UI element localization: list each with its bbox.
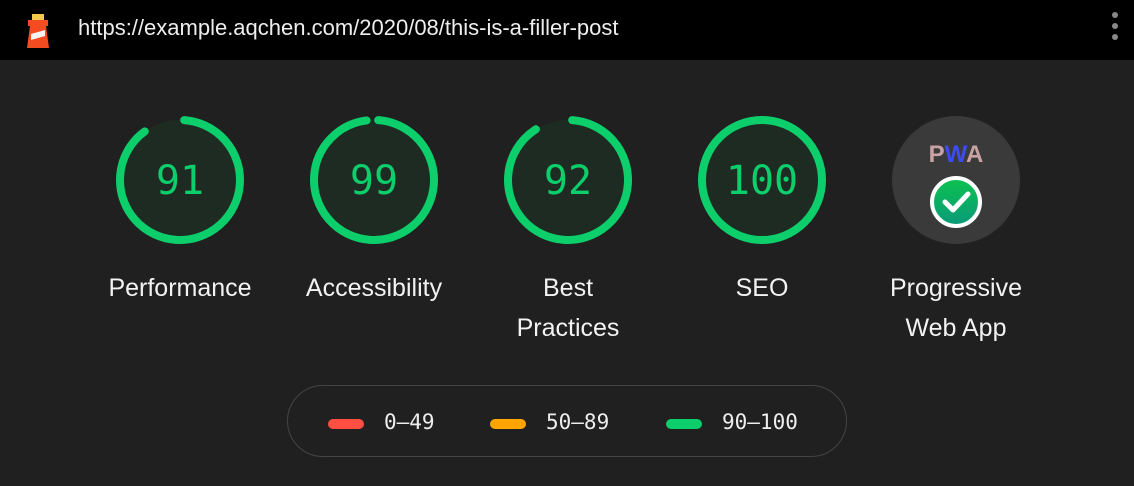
pwa-label: Progressive Web App bbox=[856, 268, 1056, 348]
top-bar: https://example.aqchen.com/2020/08/this-… bbox=[0, 0, 1134, 60]
pwa-check-icon: PWA bbox=[892, 116, 1020, 244]
gauge-label-line1: Performance bbox=[108, 274, 252, 302]
gauge-accessibility[interactable]: 99 bbox=[306, 112, 442, 248]
pwa-gauge[interactable]: PWA bbox=[888, 112, 1024, 248]
gauge-ring: 99 bbox=[310, 116, 438, 244]
gauge-ring: 92 bbox=[504, 116, 632, 244]
more-vert-icon[interactable] bbox=[1112, 12, 1120, 45]
gauge-best[interactable]: 92 bbox=[500, 112, 636, 248]
url-text: https://example.aqchen.com/2020/08/this-… bbox=[78, 15, 619, 40]
legend-swatch-pass bbox=[666, 419, 702, 429]
gauge-label: Best Practices bbox=[468, 268, 668, 348]
gauge-seo[interactable]: 100 bbox=[694, 112, 830, 248]
gauge-label-line1: SEO bbox=[735, 274, 789, 302]
score-value: 99 bbox=[350, 158, 398, 204]
gauge-label: Accessibility bbox=[274, 268, 474, 308]
pwa-badge: PWA bbox=[929, 141, 984, 168]
legend-swatch-average bbox=[490, 419, 526, 429]
pwa-label-line2: Web App bbox=[905, 314, 1007, 342]
legend-swatch-fail bbox=[328, 419, 364, 429]
score-value: 100 bbox=[726, 158, 798, 204]
score-value: 92 bbox=[544, 158, 592, 204]
gauge-label-line1: Best bbox=[542, 274, 594, 302]
legend-fail: 0–49 bbox=[384, 410, 435, 434]
lighthouse-icon bbox=[27, 14, 49, 48]
pwa-label-line1: Progressive bbox=[890, 274, 1022, 302]
gauge-ring: 91 bbox=[116, 116, 244, 244]
legend-pass: 90–100 bbox=[722, 410, 798, 434]
score-value: 91 bbox=[156, 158, 204, 204]
gauge-performance[interactable]: 91 bbox=[112, 112, 248, 248]
gauge-label-line2: Practices bbox=[516, 314, 620, 342]
gauge-ring: 100 bbox=[698, 116, 826, 244]
gauge-label: Performance bbox=[80, 268, 280, 308]
gauge-label-line1: Accessibility bbox=[305, 274, 443, 302]
gauge-label: SEO bbox=[662, 268, 862, 308]
score-legend: 0–49 50–89 90–100 bbox=[287, 385, 847, 457]
legend-average: 50–89 bbox=[546, 410, 610, 434]
